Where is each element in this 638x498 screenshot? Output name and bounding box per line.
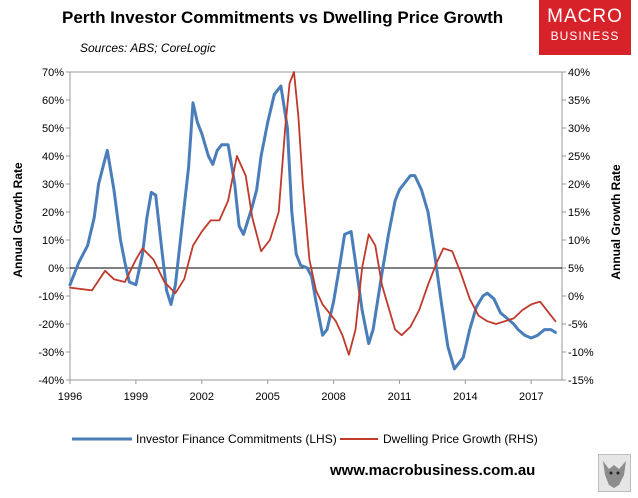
y-right-tick-label: 35% [568,95,590,107]
plot-frame [69,71,563,381]
y-right-tick-label: -5% [568,319,588,331]
series-line-dwelling [69,71,557,356]
y-right-tick-label: 5% [568,263,584,275]
website-url[interactable]: www.macrobusiness.com.au [330,462,536,479]
y-right-tick-label: 20% [568,179,590,191]
y-right-tick-label: 10% [568,235,590,247]
wolf-logo-icon [598,454,631,492]
y-right-axis-title: Annual Growth Rate [609,164,623,280]
series-line-investor [68,84,557,371]
y-left-axis-ticks: 70% 60% 50% 40% 30% 20% 10% 0% -10% -20% -30% -40% [38,67,70,387]
y-left-tick-label: -10% [38,291,64,303]
y-left-tick-label: -20% [38,319,64,331]
y-right-tick-label: 0% [568,291,584,303]
y-left-tick-label: 30% [42,179,64,191]
y-left-tick-label: 0% [48,263,64,275]
y-left-tick-label: -30% [38,347,64,359]
x-axis-ticks: 1996 1999 2002 2005 2008 2011 2014 2017 [58,380,543,403]
x-tick-label: 2005 [255,391,279,403]
x-tick-label: 2008 [321,391,345,403]
legend-label-dwelling: Dwelling Price Growth (RHS) [383,432,538,446]
y-left-tick-label: 70% [42,67,64,79]
y-left-tick-label: 20% [42,207,64,219]
x-tick-label: 2002 [190,391,214,403]
plot-border [69,71,563,381]
y-left-tick-label: 60% [42,95,64,107]
chart-title: Perth Investor Commitments vs Dwelling P… [62,8,504,27]
chart-sources: Sources: ABS; CoreLogic [80,41,216,55]
x-tick-label: 2014 [453,391,477,403]
x-tick-label: 2011 [388,391,412,403]
logo-line-1: MACRO [547,6,623,27]
y-right-tick-label: 40% [568,67,590,79]
y-right-tick-label: -15% [568,375,594,387]
y-right-axis-ticks: 40% 35% 30% 25% 20% 15% 10% 5% 0% -5% -10% -15% [562,67,594,387]
x-tick-label: 2017 [519,391,543,403]
macrobusiness-logo: MACRO BUSINESS [539,0,631,55]
logo-line-2: BUSINESS [550,29,620,43]
y-left-tick-label: -40% [38,375,64,387]
y-right-tick-label: -10% [568,347,594,359]
x-tick-label: 1996 [58,391,82,403]
y-left-tick-label: 40% [42,151,64,163]
y-right-tick-label: 25% [568,151,590,163]
series-lines [68,71,557,371]
legend-label-investor: Investor Finance Commitments (LHS) [136,432,337,446]
y-right-tick-label: 15% [568,207,590,219]
legend: Investor Finance Commitments (LHS) Dwell… [72,432,538,446]
y-left-axis-title: Annual Growth Rate [11,162,25,278]
y-left-tick-label: 50% [42,123,64,135]
y-left-tick-label: 10% [42,235,64,247]
x-tick-label: 1999 [124,391,148,403]
y-right-tick-label: 30% [568,123,590,135]
